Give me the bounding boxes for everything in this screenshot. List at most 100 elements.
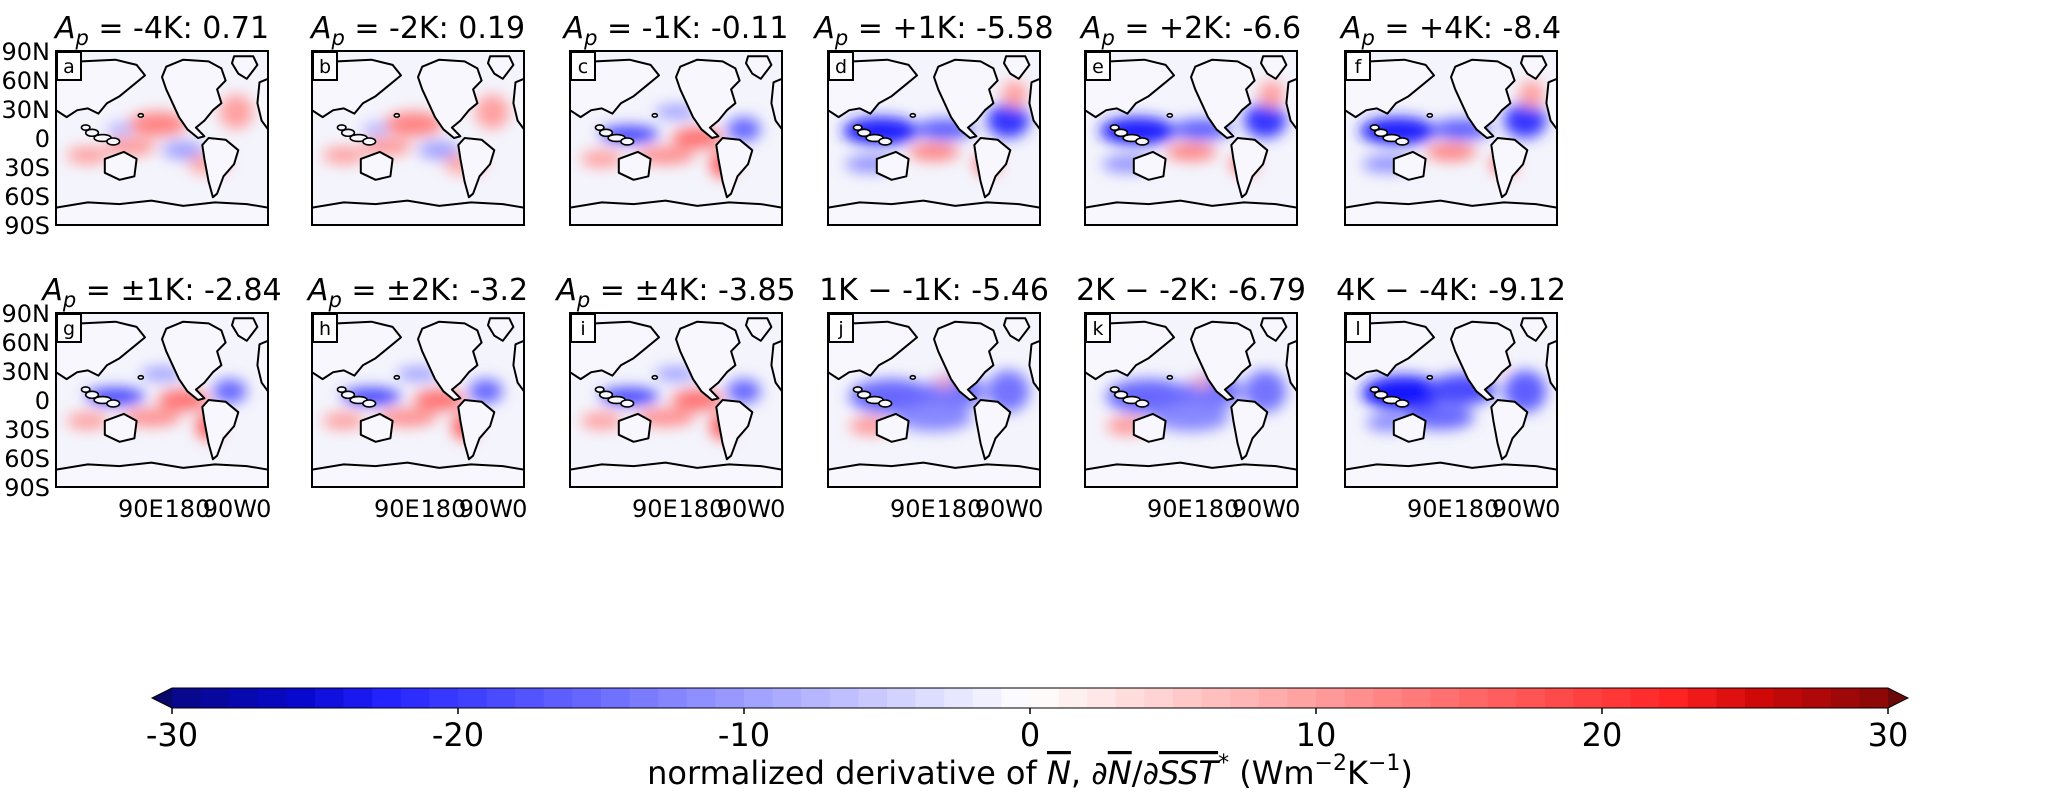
panel-i-landmass-0 xyxy=(675,320,741,401)
colorbar-segment-25 xyxy=(887,688,917,708)
panel-e-anomaly-6 xyxy=(1258,80,1285,109)
panel-b-anomaly-0 xyxy=(384,111,444,137)
panel-l-title: 4K − -4K: -9.12 xyxy=(1336,273,1566,308)
panel-k-landmass-4 xyxy=(1132,412,1167,443)
panel-e-island-0 xyxy=(1113,128,1129,138)
panel-k-landmass-5 xyxy=(1285,339,1297,393)
panel-d-landmass-5 xyxy=(1028,77,1040,131)
panel-i-xtick-0: 90E xyxy=(632,495,678,523)
panel-b-letter: b xyxy=(319,56,331,78)
panel-i-island-2 xyxy=(620,399,635,408)
panel-g-xtick-1: 180 xyxy=(165,495,211,523)
colorbar-segment-30 xyxy=(1030,688,1060,708)
panel-k-landmass-2 xyxy=(1230,399,1269,461)
panel-c-anomaly-5 xyxy=(580,150,623,168)
panel-a-landmass-5 xyxy=(256,77,268,131)
colorbar-tick-6: 30 xyxy=(1868,716,1909,754)
colorbar-segment-5 xyxy=(315,688,345,708)
colorbar-segment-26 xyxy=(915,688,945,708)
colorbar-segment-51 xyxy=(1630,688,1660,708)
panel-c-landmass-6 xyxy=(570,199,782,225)
panel-e-island-4 xyxy=(1166,112,1174,118)
panel-g-anomaly-5 xyxy=(66,412,109,430)
colorbar-segment-15 xyxy=(601,688,631,708)
panel-h-landmass-2 xyxy=(457,399,496,461)
panel-f-landmass-5 xyxy=(1545,77,1557,131)
panel-g-anomaly-6 xyxy=(140,366,184,381)
panel-k-letter: k xyxy=(1092,318,1103,340)
panel-i-title: Ap = ±4K: -3.85 xyxy=(554,273,795,312)
panel-c-island-3 xyxy=(594,124,605,131)
panel-g-label-box xyxy=(56,313,82,343)
colorbar-segment-34 xyxy=(1144,688,1174,708)
panel-a-ytick-2: 30N xyxy=(2,96,51,124)
panel-g-title: Ap = ±1K: -2.84 xyxy=(40,273,281,312)
panel-g-anomaly-3 xyxy=(212,379,247,404)
panel-l-label-box xyxy=(1345,313,1371,343)
panel-f-title: Ap = +4K: -8.4 xyxy=(1339,11,1561,50)
panel-a-ytick-4: 30S xyxy=(4,154,50,182)
panel-f-island-3 xyxy=(1369,124,1380,131)
panel-a-landmass-4 xyxy=(103,150,138,181)
panel-c-letter: c xyxy=(578,56,588,78)
panel-l-letter: l xyxy=(1355,318,1360,340)
panel-g-ytick-4: 30S xyxy=(4,416,50,444)
colorbar-segment-53 xyxy=(1687,688,1717,708)
colorbar-segment-23 xyxy=(829,688,859,708)
panel-k-title: 2K − -2K: -6.79 xyxy=(1076,273,1306,308)
colorbar-segment-36 xyxy=(1201,688,1231,708)
panel-g-xtick-3: 0 xyxy=(256,495,271,523)
panel-i-anomaly-3 xyxy=(726,379,761,404)
colorbar: -30 -20 -10 0 10 20 30 normalized derivative of… xyxy=(146,687,1910,792)
panel-g-ytick-3: 0 xyxy=(35,387,50,415)
colorbar-segment-46 xyxy=(1487,688,1517,708)
panel-k-xtick-1: 180 xyxy=(1194,495,1240,523)
panel-g-island-3 xyxy=(80,386,91,393)
panel-j-letter: j xyxy=(837,318,843,340)
panel-b-anomaly-6 xyxy=(362,122,389,137)
panel-b-island-4 xyxy=(393,112,401,118)
panel-l-island-0 xyxy=(1373,390,1389,400)
panel-j-landmass-1 xyxy=(1003,317,1031,342)
panel-i-island-3 xyxy=(594,386,605,393)
panel-c-landmass-2 xyxy=(715,137,754,199)
panel-d-title: Ap = +1K: -5.58 xyxy=(812,11,1053,50)
colorbar-segment-38 xyxy=(1258,688,1288,708)
panel-b-label-box xyxy=(312,51,338,81)
panel-d-anomaly-3 xyxy=(908,143,960,161)
panel-i-anomaly-5 xyxy=(580,412,623,430)
panel-f: Ap = +4K: -8.4 f xyxy=(1339,11,1561,226)
panel-h-anomaly-5 xyxy=(322,412,365,430)
panel-e-anomaly-2 xyxy=(1244,103,1287,138)
colorbar-segment-42 xyxy=(1373,688,1403,708)
colorbar-segment-47 xyxy=(1516,688,1546,708)
panel-d-anomaly-6 xyxy=(1001,80,1028,109)
panel-j-island-3 xyxy=(852,386,863,393)
panel-b-island-3 xyxy=(336,124,347,131)
panel-c-landmass-1 xyxy=(745,55,773,80)
panel-d-landmass-4 xyxy=(875,150,910,181)
panel-j-landmass-5 xyxy=(1028,339,1040,393)
panel-b-anomaly-4 xyxy=(418,141,461,159)
panel-l-xtick-2: 90W xyxy=(1492,495,1546,523)
panel-i-letter: i xyxy=(580,318,585,340)
panel-c-island-4 xyxy=(651,112,659,118)
panel-c-landmass-5 xyxy=(770,77,782,131)
panel-h-title: Ap = ±2K: -3.2 xyxy=(306,273,528,312)
panel-h-landmass-4 xyxy=(359,412,394,443)
panel-b-title: Ap = -2K: 0.19 xyxy=(309,11,525,50)
panel-f-landmass-4 xyxy=(1392,150,1427,181)
panel-f-anomaly-3 xyxy=(1425,143,1477,161)
panel-i-xtick-2: 90W xyxy=(717,495,771,523)
panel-h-xtick-1: 180 xyxy=(421,495,467,523)
panel-k-xtick-2: 90W xyxy=(1232,495,1286,523)
panel-l-landmass-5 xyxy=(1545,339,1557,393)
panel-c-landmass-4 xyxy=(617,150,652,181)
panel-j-landmass-2 xyxy=(973,399,1012,461)
panel-d-island-3 xyxy=(852,124,863,131)
colorbar-segment-17 xyxy=(658,688,688,708)
panel-a-island-0 xyxy=(84,128,100,138)
panel-a-anomaly-3 xyxy=(219,94,254,130)
